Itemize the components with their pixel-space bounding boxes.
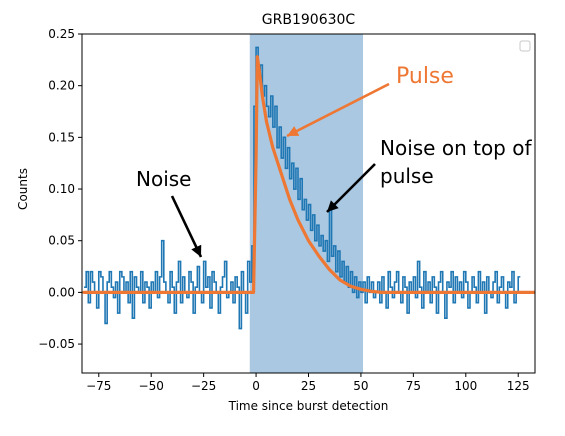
y-tick-label: 0.00 — [48, 285, 75, 299]
x-axis-label: Time since burst detection — [228, 399, 389, 413]
arrow-noise-head — [191, 244, 202, 257]
x-tick-label: 100 — [454, 379, 477, 393]
x-tick-label: 25 — [301, 379, 316, 393]
series-pulse-model — [82, 55, 535, 294]
x-tick-label: 0 — [252, 379, 260, 393]
arrow-pulse-shaft — [286, 82, 390, 138]
annotation-noise: Noise — [136, 167, 191, 191]
x-tick-label: 125 — [507, 379, 530, 393]
y-tick-label: −0.05 — [38, 337, 75, 351]
y-axis-label: Counts — [16, 168, 30, 210]
y-tick-label: 0.25 — [48, 27, 75, 41]
x-tick-label: −25 — [191, 379, 216, 393]
arrow-pulse-head — [287, 126, 300, 136]
annotation-pulse: Pulse — [396, 64, 454, 89]
y-tick-label: 0.10 — [48, 182, 75, 196]
series-noisy-counts — [84, 46, 521, 330]
chart-title: GRB190630C — [262, 12, 356, 28]
y-tick-label: 0.20 — [48, 79, 75, 93]
x-tick-label: −50 — [139, 379, 164, 393]
arrow-noise-on-top-shaft — [326, 163, 376, 213]
x-tick-label: 50 — [353, 379, 368, 393]
legend-box — [519, 40, 531, 52]
y-tick-label: 0.15 — [48, 130, 75, 144]
arrow-noise-shaft — [170, 195, 203, 258]
annotation-noise-on-top-line2: pulse — [380, 164, 434, 188]
x-tick-label: 75 — [406, 379, 421, 393]
arrow-noise-on-top-head — [327, 200, 339, 212]
annotation-noise-on-top-line1: Noise on top of — [380, 136, 532, 160]
y-tick-label: 0.05 — [48, 234, 75, 248]
x-tick-label: −75 — [86, 379, 111, 393]
